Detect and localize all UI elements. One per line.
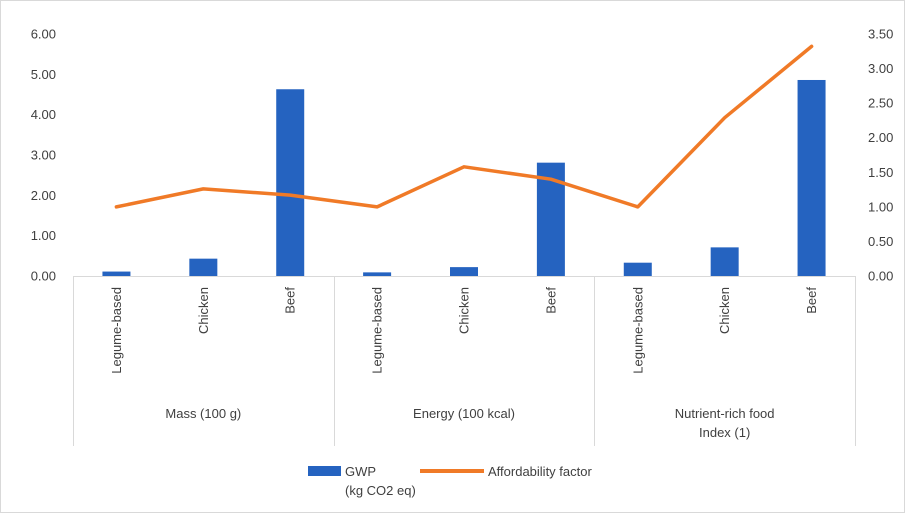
y-right-tick-label: 2.00 xyxy=(868,130,893,145)
bar-gwp xyxy=(102,271,131,276)
category-label: Chicken xyxy=(457,287,472,334)
y-left-tick-label: 3.00 xyxy=(31,148,56,163)
y-left-tick-label: 4.00 xyxy=(31,107,56,122)
bar-gwp xyxy=(623,262,652,276)
legend-swatch-gwp xyxy=(308,466,341,476)
bar-gwp xyxy=(276,89,305,276)
y-left-tick-label: 1.00 xyxy=(31,228,56,243)
bar-gwp xyxy=(363,272,392,276)
y-right-tick-label: 1.00 xyxy=(868,199,893,214)
y-right-tick-label: 3.50 xyxy=(868,27,893,42)
group-label: Energy (100 kcal) xyxy=(413,406,515,421)
category-label: Legume-based xyxy=(630,287,645,374)
y-left-tick-label: 0.00 xyxy=(31,269,56,284)
y-right-tick-label: 0.00 xyxy=(868,269,893,284)
group-label: Mass (100 g) xyxy=(165,406,241,421)
bar-gwp xyxy=(189,258,218,276)
bar-gwp xyxy=(797,79,826,276)
y-left-tick-label: 2.00 xyxy=(31,188,56,203)
bar-gwp xyxy=(710,247,739,276)
legend-label-gwp: GWP xyxy=(345,464,376,479)
y-right-tick-label: 2.50 xyxy=(868,96,893,111)
y-left-tick-label: 6.00 xyxy=(31,27,56,42)
category-label: Beef xyxy=(804,287,819,314)
category-label: Legume-based xyxy=(109,287,124,374)
category-label: Beef xyxy=(283,287,298,314)
category-label: Beef xyxy=(543,287,558,314)
category-label: Chicken xyxy=(717,287,732,334)
group-label: Index (1) xyxy=(699,425,750,440)
y-left-tick-label: 5.00 xyxy=(31,67,56,82)
y-right-tick-label: 0.50 xyxy=(868,234,893,249)
legend-label-gwp: (kg CO2 eq) xyxy=(345,483,416,498)
y-right-tick-label: 3.00 xyxy=(868,61,893,76)
y-right-tick-label: 1.50 xyxy=(868,165,893,180)
legend-label-affordability: Affordability factor xyxy=(488,464,592,479)
line-affordability xyxy=(114,44,814,209)
category-label: Chicken xyxy=(196,287,211,334)
category-label: Legume-based xyxy=(370,287,385,374)
bar-gwp xyxy=(450,267,478,276)
group-label: Nutrient-rich food xyxy=(675,406,775,421)
